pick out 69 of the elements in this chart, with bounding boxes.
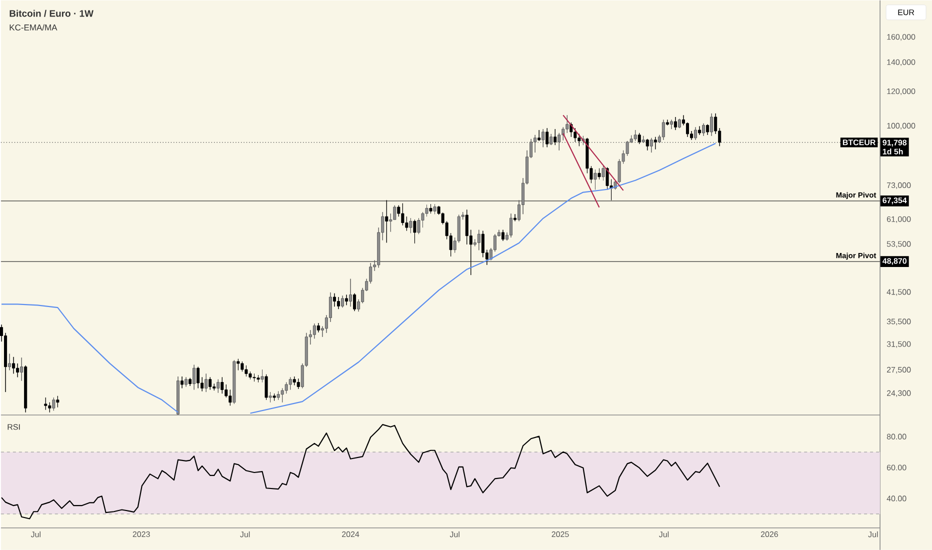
candlestick <box>678 118 681 128</box>
candlestick <box>594 169 597 190</box>
text: KC-EMA/MA <box>10 24 58 30</box>
candlestick <box>232 360 236 404</box>
candlestick <box>654 136 657 150</box>
text: Bitcoin / Euro · 1W <box>10 10 94 17</box>
candlestick <box>192 364 196 390</box>
candlestick <box>184 376 188 387</box>
candlestick <box>20 357 24 381</box>
candlestick <box>433 204 436 214</box>
candlestick <box>316 322 320 332</box>
candlestick <box>256 374 260 382</box>
candlestick <box>413 219 416 244</box>
candlestick <box>646 138 649 151</box>
candlestick <box>513 214 517 222</box>
candlestick <box>276 390 280 400</box>
candlestick <box>340 295 344 308</box>
candlestick <box>546 128 549 148</box>
candlestick <box>268 392 272 402</box>
line-series <box>0 424 720 520</box>
candlestick <box>296 378 300 390</box>
candlestick <box>288 376 292 390</box>
candlestick <box>706 124 710 136</box>
candlestick <box>44 397 48 410</box>
candlestick <box>252 373 256 382</box>
candlestick <box>264 374 268 400</box>
candlestick <box>336 296 340 310</box>
candlestick <box>598 168 601 180</box>
candlestick <box>272 393 276 401</box>
candlestick <box>698 126 702 136</box>
candlestick <box>332 292 336 307</box>
candlestick <box>538 130 541 142</box>
candlestick <box>180 376 184 388</box>
candlestick <box>674 116 677 130</box>
candlestick <box>188 378 192 386</box>
candlestick <box>409 218 412 234</box>
candlestick <box>260 369 264 382</box>
candlestick <box>353 292 356 312</box>
candlestick <box>24 365 28 413</box>
candlestick <box>638 132 641 144</box>
candlestick <box>385 200 388 243</box>
candlestick <box>236 358 240 370</box>
candlestick <box>12 356 16 374</box>
candlestick <box>176 376 180 416</box>
candlestick <box>292 376 296 386</box>
candlestick <box>8 353 12 370</box>
candlestick <box>204 373 208 392</box>
candlestick <box>694 126 698 140</box>
candlestick <box>702 123 706 136</box>
candlestick <box>196 366 200 388</box>
candlestick <box>554 128 557 146</box>
candlestick <box>48 402 52 413</box>
candlestick <box>662 119 665 140</box>
candlestick <box>602 166 605 181</box>
candlestick <box>501 229 504 242</box>
candlestick <box>208 376 212 390</box>
candlestick <box>670 119 673 130</box>
candlestick <box>220 376 224 394</box>
candlestick <box>56 396 60 408</box>
candlestick <box>710 113 714 136</box>
candlestick <box>477 229 480 250</box>
candlestick <box>244 365 248 377</box>
candlestick <box>509 213 512 238</box>
candlestick <box>345 294 348 306</box>
candlestick <box>429 204 432 214</box>
candlestick <box>349 278 352 307</box>
candlestick <box>216 379 220 393</box>
candlestick <box>666 119 669 126</box>
candlestick <box>52 397 56 411</box>
